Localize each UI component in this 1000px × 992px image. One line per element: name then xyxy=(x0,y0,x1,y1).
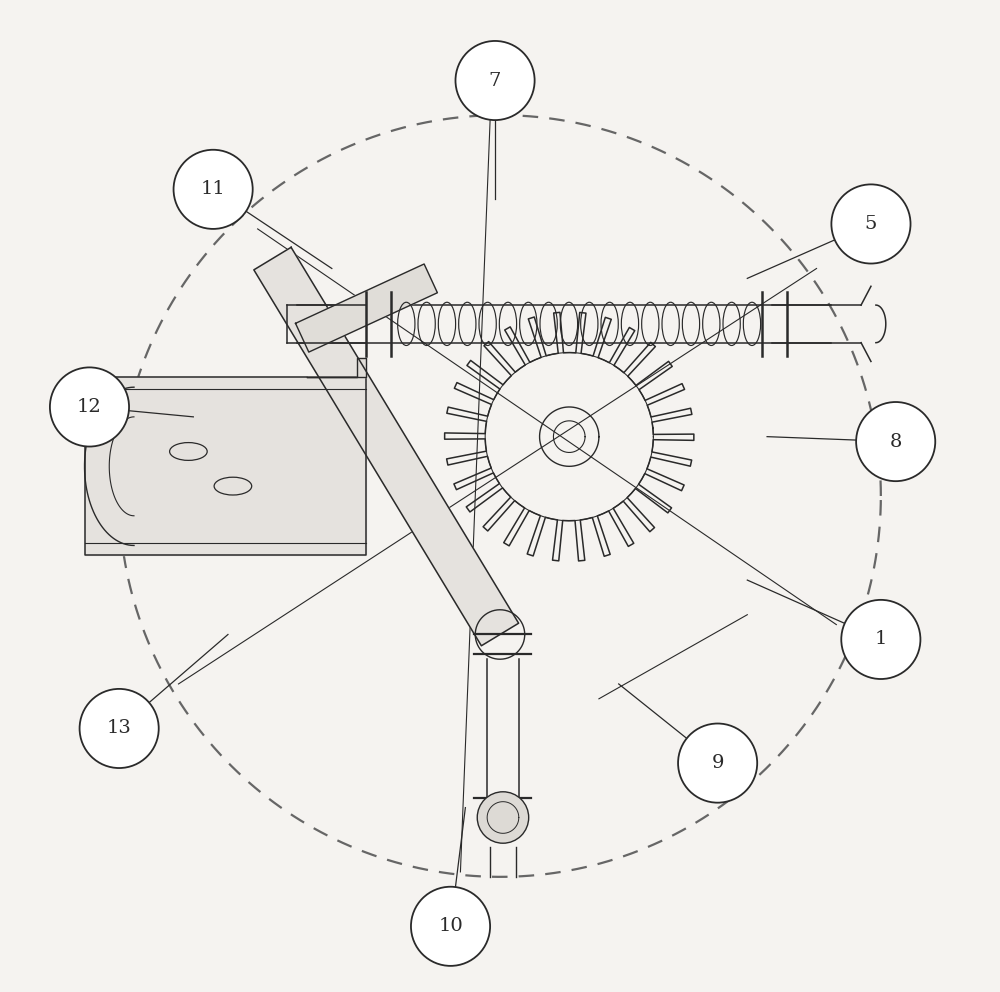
Circle shape xyxy=(80,688,159,768)
Circle shape xyxy=(678,723,757,803)
Polygon shape xyxy=(296,264,437,352)
Text: 9: 9 xyxy=(711,754,724,772)
Text: 13: 13 xyxy=(107,719,132,737)
Text: 8: 8 xyxy=(890,433,902,450)
Circle shape xyxy=(841,600,920,679)
Circle shape xyxy=(856,402,935,481)
Circle shape xyxy=(477,792,529,843)
Text: 1: 1 xyxy=(875,631,887,649)
Circle shape xyxy=(831,185,911,264)
Circle shape xyxy=(411,887,490,966)
Text: 11: 11 xyxy=(201,181,226,198)
Text: 7: 7 xyxy=(489,71,501,89)
Polygon shape xyxy=(85,377,366,556)
Polygon shape xyxy=(254,247,519,646)
Circle shape xyxy=(174,150,253,229)
Text: 10: 10 xyxy=(438,918,463,935)
Text: 12: 12 xyxy=(77,398,102,416)
Text: 5: 5 xyxy=(865,215,877,233)
Circle shape xyxy=(455,41,535,120)
Circle shape xyxy=(50,367,129,446)
Polygon shape xyxy=(307,357,366,377)
